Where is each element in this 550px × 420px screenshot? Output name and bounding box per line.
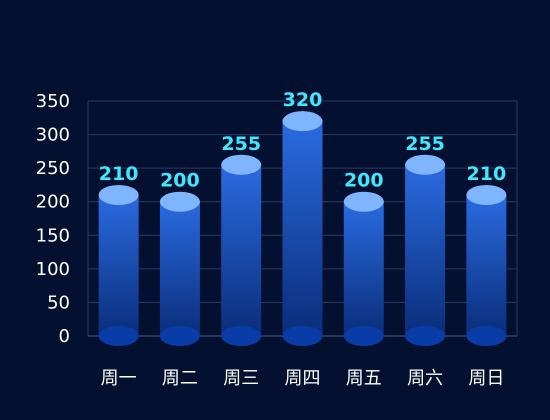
bar-top-cap	[159, 191, 200, 212]
y-tick-label: 0	[59, 326, 70, 347]
x-tick-label: 周一	[101, 368, 137, 389]
bar-base-cap	[98, 326, 139, 346]
bar-group	[159, 191, 200, 346]
bar-group	[405, 154, 446, 346]
x-tick-label: 周六	[407, 368, 443, 389]
y-tick-label: 300	[36, 125, 70, 146]
bar-base-cap	[159, 326, 200, 346]
bar-value-label: 210	[99, 163, 139, 185]
y-tick-label: 150	[36, 225, 70, 246]
value-labels: 210 200 255 320 200 255 210	[99, 89, 506, 192]
axes: 0 50 100 150 200 250 300 350 周一 周二 周三 周四 周五 周六 周日	[36, 91, 518, 389]
bar-value-label: 255	[221, 133, 261, 155]
bar-value-label: 255	[405, 133, 445, 155]
bar-value-label: 200	[160, 170, 200, 192]
bar	[405, 164, 446, 336]
y-tick-label: 100	[36, 259, 70, 280]
x-tick-label: 周日	[468, 368, 504, 389]
bar-value-label: 320	[283, 89, 323, 111]
bar-group	[221, 154, 262, 346]
bar-top-cap	[221, 154, 262, 175]
bar-top-cap	[466, 185, 507, 205]
bar-base-cap	[405, 326, 446, 346]
bar-top-cap	[282, 111, 323, 132]
bar	[282, 121, 323, 337]
bar-top-cap	[98, 185, 139, 205]
bar-group	[98, 185, 139, 346]
bar-base-cap	[282, 326, 323, 346]
x-tick-label: 周二	[162, 368, 198, 389]
y-tick-label: 50	[47, 292, 70, 313]
bar-group	[343, 191, 384, 346]
x-tick-label: 周五	[346, 368, 382, 389]
bar-value-label: 200	[344, 170, 384, 192]
bar	[466, 195, 507, 336]
bar	[159, 201, 200, 336]
x-tick-label: 周四	[285, 368, 321, 389]
bar	[98, 195, 139, 336]
y-tick-label: 200	[36, 192, 70, 213]
y-tick-label: 250	[36, 158, 70, 179]
bar-top-cap	[405, 154, 446, 175]
bar-base-cap	[221, 326, 262, 346]
x-tick-label: 周三	[223, 368, 259, 389]
bar-value-label: 210	[467, 163, 507, 185]
bar-group	[282, 111, 323, 346]
bar-group	[466, 185, 507, 346]
bar	[221, 164, 262, 336]
bar	[343, 201, 384, 336]
bar-base-cap	[466, 326, 507, 346]
bar-top-cap	[343, 191, 384, 212]
bars	[98, 111, 507, 346]
bar-base-cap	[343, 326, 384, 346]
y-tick-label: 350	[36, 91, 70, 112]
